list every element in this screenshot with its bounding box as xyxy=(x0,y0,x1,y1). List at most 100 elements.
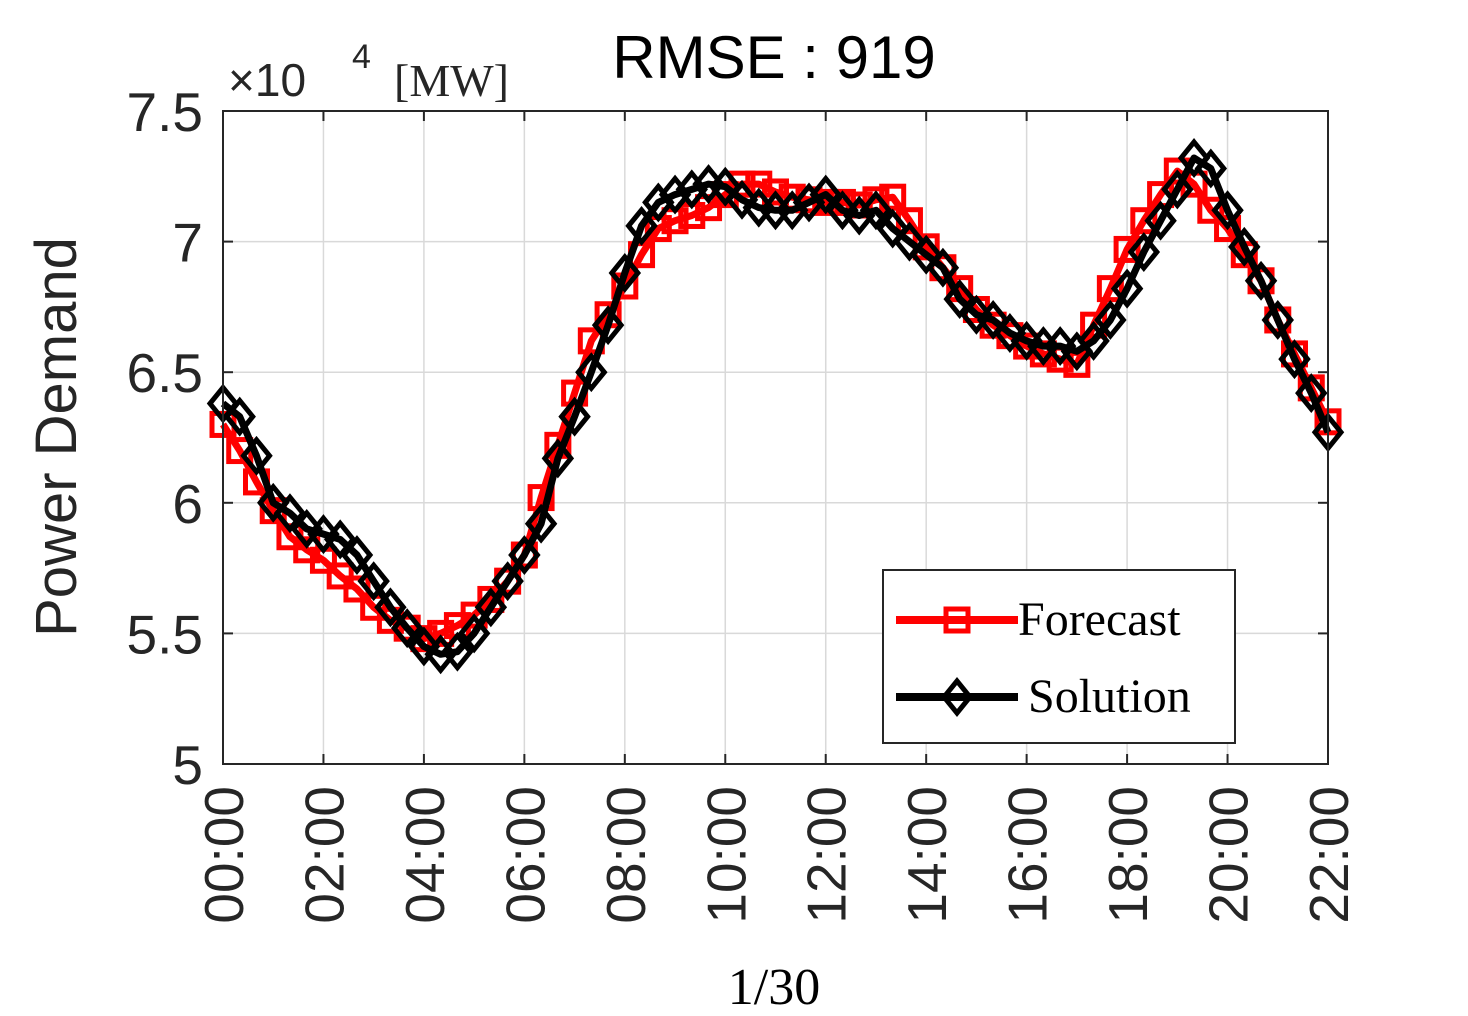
series-solution-point xyxy=(876,208,909,249)
series-solution-point xyxy=(290,508,323,549)
series-solution-point xyxy=(591,305,625,346)
plot-frame xyxy=(222,110,1329,765)
x-tick-label: 00:00 xyxy=(193,786,255,924)
series-solution-point xyxy=(943,279,976,320)
x-tick-label: 02:00 xyxy=(293,786,355,924)
series-solution-point xyxy=(993,313,1027,353)
series-solution-point xyxy=(1010,320,1043,361)
series-solution-point xyxy=(1261,299,1294,340)
series-forecast-point xyxy=(879,183,907,211)
series-forecast-point xyxy=(1197,196,1225,224)
series-solution-point xyxy=(1043,326,1077,367)
series-forecast-point xyxy=(762,178,789,206)
series-solution-point xyxy=(926,247,960,288)
series-solution-point xyxy=(240,435,273,476)
y-multiplier-base: ×10 xyxy=(228,54,306,106)
series-solution-point xyxy=(407,626,441,667)
series-solution-point xyxy=(675,169,708,210)
series-solution-point xyxy=(859,190,893,231)
series-solution-point xyxy=(390,608,424,649)
x-tick-label: 18:00 xyxy=(1097,786,1159,924)
series-solution-point xyxy=(223,396,256,437)
series-solution-line xyxy=(220,154,1332,658)
x-tick-label: 04:00 xyxy=(394,786,456,924)
legend-item-solution: Solution xyxy=(896,670,1191,723)
series-solution-point xyxy=(1077,320,1110,361)
x-tick-label: 06:00 xyxy=(494,786,556,924)
legend-forecast-label: Forecast xyxy=(1018,593,1181,646)
chart-title: RMSE : 919 xyxy=(612,24,935,91)
series-solution-point xyxy=(541,438,575,479)
y-tick-label: 7.5 xyxy=(127,81,203,143)
series-solution-point xyxy=(1194,148,1228,189)
y-multiplier-exponent: 4 xyxy=(352,38,371,76)
legend-solution-marker xyxy=(940,677,974,717)
y-tick-label: 7 xyxy=(172,212,203,274)
series-solution-point xyxy=(1177,138,1211,178)
series-forecast-point xyxy=(427,619,455,647)
series-solution-point xyxy=(1278,339,1311,380)
y-multiplier-unit: [MW] xyxy=(394,55,509,106)
series-solution-point xyxy=(457,613,491,654)
series-solution-point xyxy=(909,234,943,275)
series-solution-point xyxy=(357,561,390,602)
series-solution-point xyxy=(257,482,290,523)
series-solution xyxy=(206,138,1345,675)
series-solution-point xyxy=(575,352,608,393)
x-tick-label: 22:00 xyxy=(1298,786,1360,924)
series-solution-point xyxy=(323,519,357,560)
series-solution-point xyxy=(960,294,993,335)
series-solution-point xyxy=(809,174,842,215)
series-solution-point xyxy=(374,587,407,628)
tick-labels: 00:00 02:00 04:00 06:00 08:00 10:00 12:00 14:00… xyxy=(127,81,1360,924)
series-solution-point xyxy=(1110,268,1144,309)
x-tick-label: 12:00 xyxy=(796,786,858,924)
series-solution-point xyxy=(1295,373,1328,414)
series-solution-point xyxy=(826,190,859,231)
series-solution-point xyxy=(474,587,508,628)
series-solution-point xyxy=(558,396,591,437)
legend-item-forecast: Forecast xyxy=(896,593,1181,646)
y-tick-label: 5 xyxy=(172,734,203,796)
series-solution-point xyxy=(1244,260,1278,301)
series-forecast-point xyxy=(1096,275,1124,303)
series-solution-point xyxy=(524,503,558,544)
series-solution-point xyxy=(1228,226,1261,267)
series-solution-point xyxy=(725,179,759,220)
y-tick-label: 5.5 xyxy=(127,603,203,665)
x-axis-label: 1/30 xyxy=(728,959,820,1016)
y-tick-label: 6.5 xyxy=(127,342,203,404)
series-solution-point xyxy=(608,252,642,293)
y-tick-label: 6 xyxy=(172,473,203,535)
series-solution-point xyxy=(625,205,658,246)
series-solution-point xyxy=(508,535,541,576)
series-solution-point xyxy=(1211,190,1244,231)
series-solution-point xyxy=(307,514,340,555)
series-forecast-point xyxy=(728,170,756,198)
x-tick-label: 14:00 xyxy=(896,786,958,924)
series-solution-point xyxy=(1094,299,1127,340)
x-tick-label: 10:00 xyxy=(695,786,757,924)
x-tick-label: 20:00 xyxy=(1198,786,1260,924)
series-solution-point xyxy=(658,174,692,215)
series-solution-point xyxy=(441,631,474,672)
series-solution-point xyxy=(340,535,374,576)
legend: Forecast Solution xyxy=(882,569,1236,744)
legend-forecast-marker xyxy=(943,606,971,634)
series-solution-point xyxy=(1127,232,1161,273)
legend-solution-label: Solution xyxy=(1028,670,1191,723)
legend-box xyxy=(882,569,1236,744)
series-solution-point xyxy=(976,299,1010,340)
series-forecast-point xyxy=(1113,235,1141,263)
series-solution-point xyxy=(893,221,926,262)
series-solution-point xyxy=(1144,200,1177,241)
series-solution-point xyxy=(273,493,307,534)
y-axis-label: Power Demand xyxy=(24,237,89,637)
series-solution-point xyxy=(491,561,524,602)
series-solution-point xyxy=(1161,169,1194,210)
series-solution-point xyxy=(709,166,742,207)
tick-marks xyxy=(222,110,1329,765)
x-tick-label: 08:00 xyxy=(595,786,657,924)
